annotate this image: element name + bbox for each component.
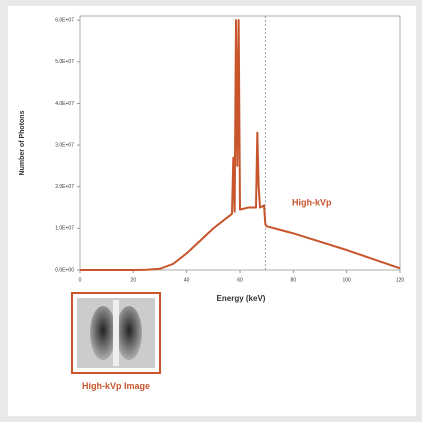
x-tick-label: 100: [342, 277, 351, 283]
y-tick-label: 1.0E+07: [55, 226, 74, 232]
x-tick-label: 20: [131, 277, 137, 283]
y-tick-label: 4.0E+07: [55, 101, 74, 107]
x-tick-label: 80: [291, 277, 297, 283]
y-tick-label: 6.0E+07: [55, 17, 74, 23]
x-tick-label: 40: [184, 277, 190, 283]
y-tick-label: 3.0E+07: [55, 142, 74, 148]
x-axis-label: Energy (keV): [217, 294, 266, 303]
lung-left: [90, 306, 116, 360]
spectrum-line: [80, 20, 400, 270]
annotation: High-kVp: [292, 197, 332, 207]
spine: [113, 300, 119, 366]
y-axis-label: Number of Photons: [19, 110, 26, 175]
page: {"chart_data": {"type": "line", "xlabel"…: [0, 0, 422, 422]
x-tick-label: 120: [396, 277, 405, 283]
image-caption: High-kVp Image: [66, 381, 166, 392]
lung-right: [116, 306, 142, 360]
thumbnail: [72, 293, 160, 373]
x-tick-label: 0: [79, 277, 82, 283]
y-tick-label: 0.0E+00: [55, 267, 74, 273]
y-tick-label: 5.0E+07: [55, 59, 74, 65]
chart: Energy (keV) Number of Photons High-kVp …: [0, 0, 422, 422]
x-tick-label: 60: [237, 277, 243, 283]
y-tick-label: 2.0E+07: [55, 184, 74, 190]
